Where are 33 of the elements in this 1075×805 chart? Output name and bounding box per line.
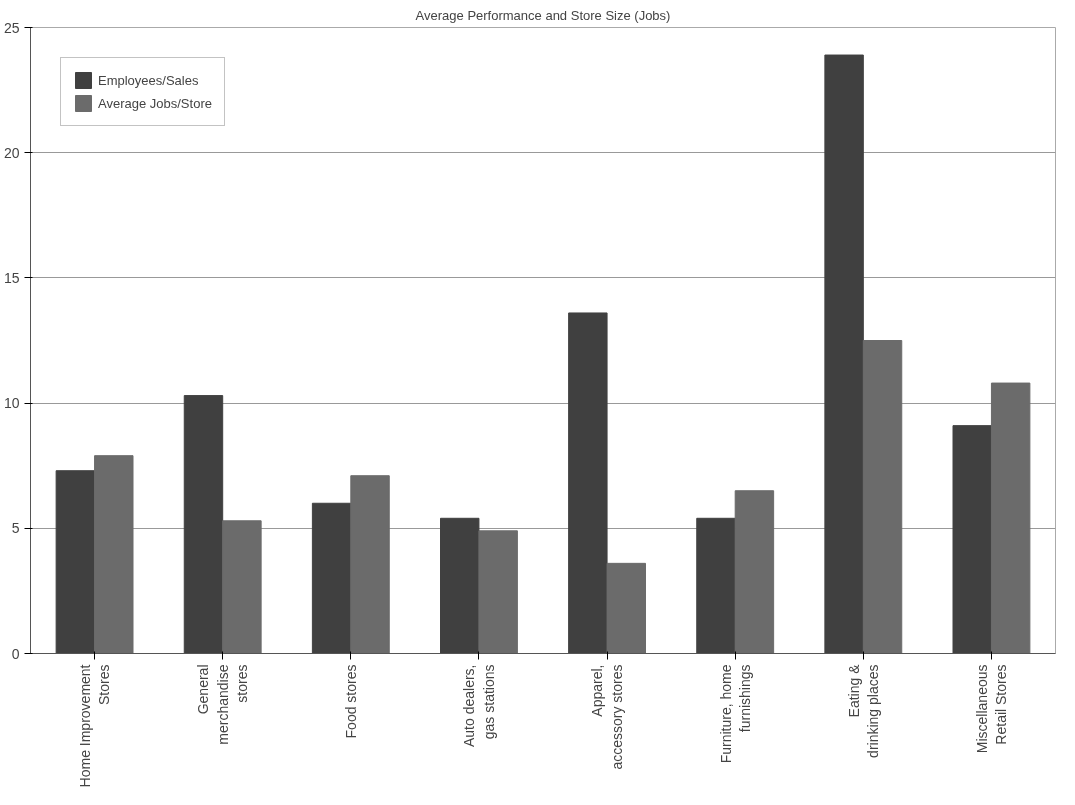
bar xyxy=(222,520,262,654)
bar xyxy=(440,517,480,654)
x-tick-label: Auto dealers, gas stations xyxy=(461,664,497,747)
bar xyxy=(55,470,96,654)
x-tick-label: Apparel, accessory stores xyxy=(589,664,625,770)
bar xyxy=(696,517,736,654)
y-tick-label: 0 xyxy=(11,645,20,662)
bar xyxy=(350,475,390,654)
bar xyxy=(94,455,134,654)
bar xyxy=(824,54,864,654)
bar xyxy=(311,502,352,654)
bar xyxy=(606,562,646,654)
bar xyxy=(862,340,903,654)
x-tick-label: Furniture, home furnishings xyxy=(717,664,753,764)
x-tick-label: Miscellaneous Retail Stores xyxy=(973,664,1010,754)
bar xyxy=(952,425,992,654)
bar xyxy=(183,395,224,654)
y-tick-label: 25 xyxy=(3,19,20,36)
y-tick-label: 5 xyxy=(11,520,20,537)
legend-label: Employees/Sales xyxy=(98,72,199,88)
bar xyxy=(734,490,775,654)
bar xyxy=(568,312,608,654)
x-tick-label: General merchandise stores xyxy=(195,664,250,745)
y-tick-label: 15 xyxy=(3,269,20,286)
x-tick-label: Home Improvement Stores xyxy=(76,664,113,788)
x-tick-label: Food stores xyxy=(342,664,359,739)
bar xyxy=(990,382,1031,654)
y-tick-label: 10 xyxy=(3,395,20,412)
x-tick-label: Eating & drinking places xyxy=(845,663,881,758)
legend-label: Average Jobs/Store xyxy=(98,95,212,111)
chart-title: Average Performance and Store Size (Jobs) xyxy=(415,7,671,23)
bar xyxy=(478,530,518,654)
y-tick-label: 20 xyxy=(3,144,20,161)
